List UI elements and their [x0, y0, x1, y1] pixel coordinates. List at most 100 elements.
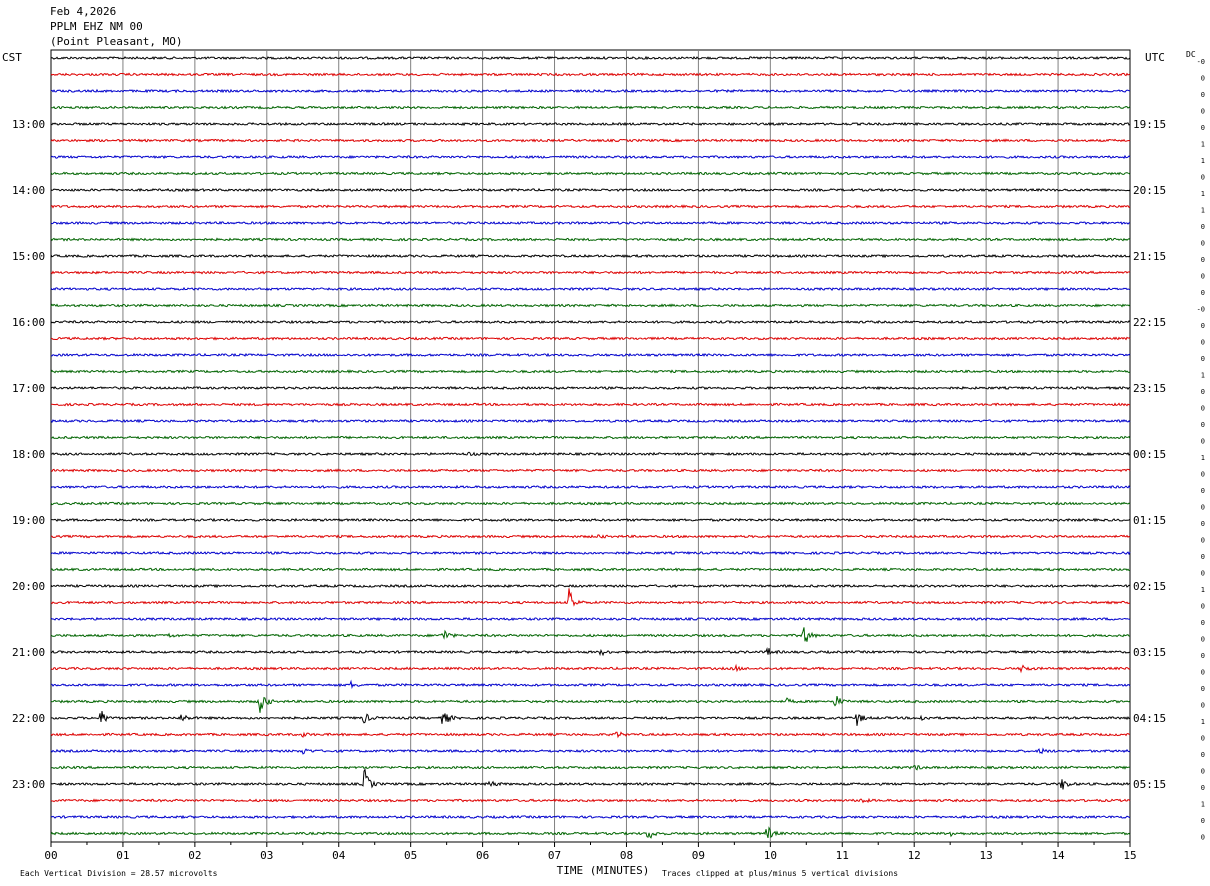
plot-frame — [50, 49, 1131, 843]
x-tick-label: 03 — [260, 849, 273, 862]
trace-row-2 — [50, 88, 1131, 94]
dc-offset-label: 0 — [1201, 388, 1205, 396]
trace-row-6 — [50, 154, 1131, 160]
trace-row-23 — [51, 435, 1131, 440]
dc-offset-label: 0 — [1201, 817, 1205, 825]
left-hour-label: 23:00 — [12, 778, 45, 791]
left-hour-label: 14:00 — [12, 184, 45, 197]
x-tick-label: 13 — [980, 849, 993, 862]
trace-row-22 — [50, 418, 1131, 424]
dc-offset-label: 0 — [1201, 603, 1205, 611]
dc-offset-label: 0 — [1201, 685, 1205, 693]
trace-row-3 — [51, 105, 1131, 110]
right-hour-label: 03:15 — [1133, 646, 1166, 659]
trace-row-40 — [50, 711, 1131, 726]
seismic-traces — [50, 55, 1131, 839]
trace-row-24 — [50, 451, 1131, 457]
header-station: PPLM EHZ NM 00 — [50, 20, 143, 33]
trace-row-37 — [50, 663, 1131, 674]
dc-offset-label: 0 — [1201, 537, 1205, 545]
x-tick-label: 06 — [476, 849, 489, 862]
dc-offset-label: 0 — [1201, 669, 1205, 677]
dc-offset-label: 0 — [1201, 256, 1205, 264]
dc-offset-label: 0 — [1201, 636, 1205, 644]
x-tick-label: 10 — [764, 849, 777, 862]
x-tick-label: 07 — [548, 849, 561, 862]
trace-row-42 — [50, 747, 1131, 755]
left-hour-label: 21:00 — [12, 646, 45, 659]
x-tick-label: 14 — [1051, 849, 1065, 862]
dc-offset-label: 0 — [1201, 273, 1205, 281]
dc-offset-label: 0 — [1201, 735, 1205, 743]
trace-row-41 — [50, 731, 1131, 739]
dc-offset-label: 0 — [1201, 702, 1205, 710]
dc-label: DC — [1186, 50, 1196, 59]
trace-row-25 — [50, 468, 1131, 473]
x-tick-label: 05 — [404, 849, 417, 862]
trace-row-13 — [50, 270, 1131, 275]
trace-row-26 — [50, 484, 1131, 490]
right-hour-label: 20:15 — [1133, 184, 1166, 197]
left-hour-label: 20:00 — [12, 580, 45, 593]
dc-offset-label: 0 — [1201, 784, 1205, 792]
dc-offset-label: 0 — [1201, 487, 1205, 495]
trace-row-34 — [50, 616, 1131, 622]
right-hour-label: 02:15 — [1133, 580, 1166, 593]
dc-offset-label: 0 — [1201, 91, 1205, 99]
right-hour-label: 04:15 — [1133, 712, 1166, 725]
trace-row-12 — [50, 253, 1131, 259]
x-tick-label: 02 — [188, 849, 201, 862]
trace-row-47 — [50, 826, 1131, 839]
right-hour-label: 22:15 — [1133, 316, 1166, 329]
trace-row-9 — [50, 204, 1131, 209]
dc-offset-label: 0 — [1201, 421, 1205, 429]
trace-row-14 — [50, 286, 1131, 292]
left-hour-label: 15:00 — [12, 250, 45, 263]
dc-offset-label: 1 — [1201, 207, 1205, 215]
trace-row-20 — [50, 385, 1131, 391]
dc-offset-label: 0 — [1201, 108, 1205, 116]
x-tick-label: 12 — [908, 849, 921, 862]
header-location: (Point Pleasant, MO) — [50, 35, 183, 48]
x-tick-label: 09 — [692, 849, 705, 862]
dc-offset-label: 0 — [1201, 355, 1205, 363]
dc-offset-label: 1 — [1201, 157, 1205, 165]
trace-row-46 — [50, 814, 1131, 820]
trace-row-35 — [50, 627, 1131, 642]
left-timezone-label: CST — [2, 51, 22, 64]
dc-offset-label: -0 — [1197, 58, 1205, 66]
dc-offset-label: 0 — [1201, 289, 1205, 297]
x-tick-label: 00 — [44, 849, 57, 862]
right-hour-label: 01:15 — [1133, 514, 1166, 527]
trace-row-17 — [50, 336, 1131, 341]
dc-offset-label: 1 — [1201, 190, 1205, 198]
dc-offset-label: 1 — [1201, 801, 1205, 809]
dc-offset-label: 0 — [1201, 570, 1205, 578]
x-axis-title: TIME (MINUTES) — [557, 864, 650, 877]
trace-row-11 — [50, 237, 1131, 242]
dc-offset-label: 0 — [1201, 768, 1205, 776]
trace-row-28 — [51, 517, 1131, 523]
dc-offset-label: 0 — [1201, 405, 1205, 413]
x-tick-label: 11 — [836, 849, 849, 862]
trace-row-36 — [50, 646, 1131, 657]
dc-offset-label: 1 — [1201, 372, 1205, 380]
left-hour-label: 17:00 — [12, 382, 45, 395]
dc-offset-label: 0 — [1201, 438, 1205, 446]
dc-offset-label: 0 — [1201, 124, 1205, 132]
right-hour-label: 05:15 — [1133, 778, 1166, 791]
dc-offset-label: 1 — [1201, 586, 1205, 594]
dc-offset-label: 0 — [1201, 322, 1205, 330]
trace-row-27 — [50, 501, 1131, 506]
trace-row-38 — [50, 679, 1131, 690]
minute-gridlines — [50, 49, 1131, 847]
dc-offset-label: 0 — [1201, 504, 1205, 512]
left-hour-label: 16:00 — [12, 316, 45, 329]
dc-offset-label: 0 — [1201, 751, 1205, 759]
trace-row-7 — [50, 171, 1131, 176]
trace-row-45 — [50, 797, 1131, 804]
right-hour-label: 23:15 — [1133, 382, 1166, 395]
x-tick-label: 15 — [1123, 849, 1136, 862]
left-hour-label: 22:00 — [12, 712, 45, 725]
